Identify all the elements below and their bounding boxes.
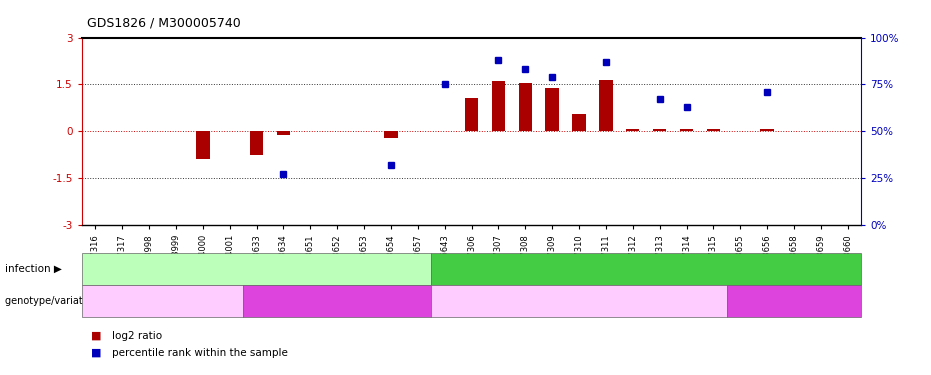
Bar — [653, 129, 667, 131]
Bar — [761, 129, 774, 131]
Text: percentile rank within the sample: percentile rank within the sample — [112, 348, 288, 357]
Bar — [626, 129, 640, 131]
Text: infection ▶: infection ▶ — [5, 264, 61, 274]
Bar — [196, 131, 209, 159]
Bar — [250, 131, 263, 155]
Bar — [707, 129, 720, 131]
Text: C3 knockout: C3 knockout — [760, 296, 829, 306]
Text: GDS1826 / M300005740: GDS1826 / M300005740 — [87, 17, 240, 30]
Bar — [277, 131, 290, 135]
Text: log2 ratio: log2 ratio — [112, 331, 162, 340]
Bar — [385, 131, 398, 138]
Text: mock: mock — [241, 264, 272, 274]
Bar — [519, 83, 532, 131]
Text: ■: ■ — [91, 348, 101, 357]
Bar — [680, 129, 694, 131]
Text: genotype/variation ▶: genotype/variation ▶ — [5, 296, 108, 306]
Text: wild type: wild type — [554, 296, 604, 306]
Text: C3 knockout: C3 knockout — [303, 296, 371, 306]
Bar — [492, 81, 506, 131]
Bar — [600, 80, 613, 131]
Text: wild type: wild type — [137, 296, 188, 306]
Bar — [465, 99, 479, 131]
Bar — [573, 114, 586, 131]
Text: adenovirus vector: adenovirus vector — [596, 264, 696, 274]
Text: ■: ■ — [91, 331, 101, 340]
Bar — [546, 87, 559, 131]
